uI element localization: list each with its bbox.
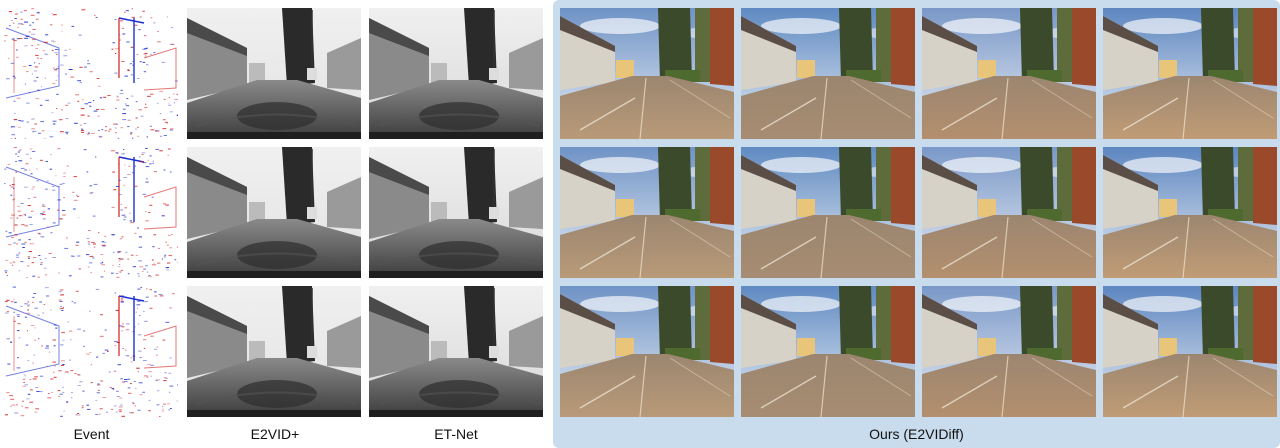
etnet-image-row-3: [369, 286, 543, 417]
ours-image-row-2-sample-2: [741, 147, 915, 278]
caption-event: Event: [73, 426, 110, 442]
ours-image-row-1-sample-4: [1103, 8, 1277, 139]
caption-e2vid: E2VID+: [250, 426, 300, 442]
ours-image-row-2-sample-1: [560, 147, 734, 278]
event-image-row-1: [4, 8, 178, 139]
caption-etnet: ET-Net: [434, 426, 478, 442]
ours-image-row-2-sample-3: [922, 147, 1096, 278]
ours-image-row-1-sample-3: [922, 8, 1096, 139]
e2vid-image-row-2: [187, 147, 361, 278]
ours-image-row-3-sample-2: [741, 286, 915, 417]
e2vid-image-row-1: [187, 8, 361, 139]
event-image-row-3: [4, 286, 178, 417]
etnet-image-row-2: [369, 147, 543, 278]
ours-image-row-3-sample-1: [560, 286, 734, 417]
ours-image-row-3-sample-3: [922, 286, 1096, 417]
ours-image-row-1-sample-2: [741, 8, 915, 139]
event-image-row-2: [4, 147, 178, 278]
ours-image-row-2-sample-4: [1103, 147, 1277, 278]
etnet-image-row-1: [369, 8, 543, 139]
ours-image-row-3-sample-4: [1103, 286, 1277, 417]
e2vid-image-row-3: [187, 286, 361, 417]
ours-image-row-1-sample-1: [560, 8, 734, 139]
caption-ours: Ours (E2VIDiff): [869, 426, 964, 442]
